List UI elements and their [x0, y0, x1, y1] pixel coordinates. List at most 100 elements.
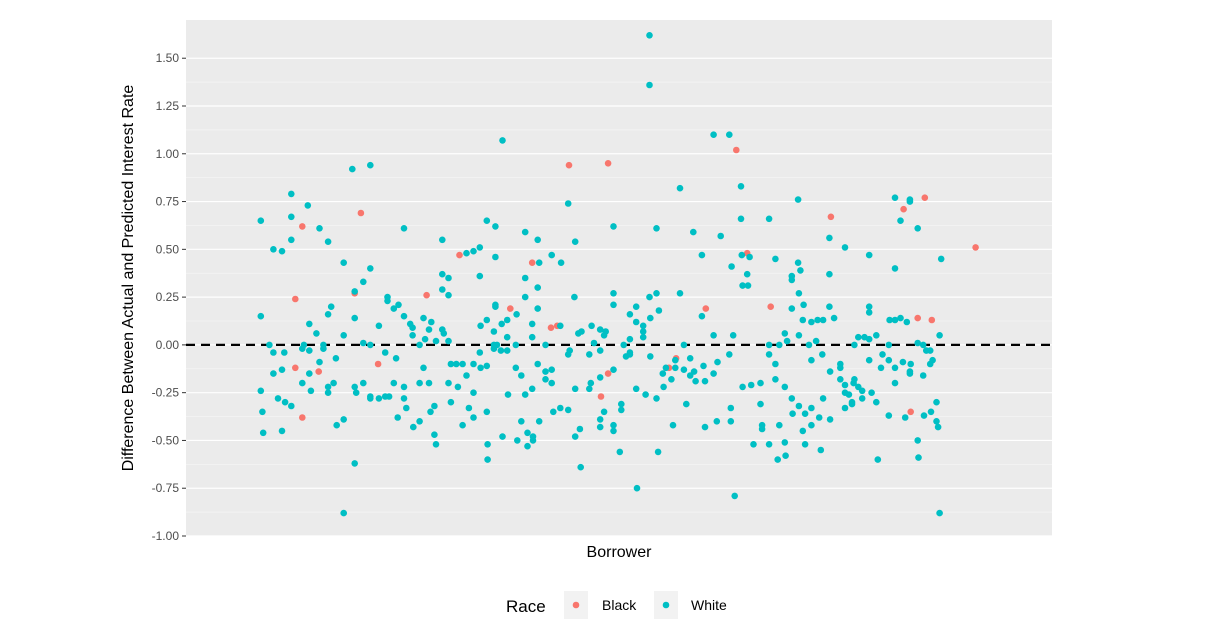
point-white: [571, 238, 579, 245]
point-white: [432, 337, 440, 345]
point-white: [646, 32, 653, 39]
point-white: [906, 198, 914, 205]
point-white: [454, 383, 462, 391]
point-white: [632, 318, 640, 326]
point-white: [899, 358, 907, 366]
point-white: [618, 400, 625, 408]
point-white: [518, 418, 525, 425]
y-axis-ticks: -1.00 -0.75 -0.50 -0.25 0.00 0.25 0.50 0.75 1.00…: [152, 51, 186, 543]
point-white: [300, 341, 308, 349]
point-white: [257, 217, 265, 224]
legend: Race Black White: [506, 591, 727, 619]
point-white: [795, 402, 803, 410]
point-white: [639, 328, 647, 335]
point-white: [367, 393, 374, 400]
point-white: [270, 246, 277, 253]
point-white: [858, 387, 866, 395]
point-white: [701, 423, 709, 431]
point-white: [772, 360, 779, 368]
point-black: [604, 370, 612, 377]
point-white: [936, 509, 943, 517]
point-white: [503, 333, 511, 341]
point-black: [565, 161, 573, 169]
point-white: [351, 460, 359, 467]
point-white: [891, 364, 899, 372]
point-white: [428, 318, 435, 326]
point-white: [865, 356, 873, 364]
point-white: [306, 347, 313, 354]
point-white: [855, 333, 862, 341]
point-white: [750, 441, 757, 448]
point-black: [907, 408, 914, 416]
point-white: [690, 368, 698, 375]
point-white: [654, 448, 662, 456]
point-white: [403, 404, 410, 412]
point-white: [416, 379, 423, 387]
point-white: [477, 322, 484, 330]
point-white: [278, 366, 286, 374]
point-white: [535, 418, 543, 425]
point-white: [885, 341, 893, 349]
point-white: [390, 379, 398, 387]
point-white: [817, 446, 825, 454]
point-white: [586, 385, 593, 393]
point-white: [826, 368, 834, 375]
point-black: [315, 368, 323, 375]
point-white: [794, 259, 802, 267]
point-white: [416, 341, 423, 349]
point-black: [292, 295, 299, 303]
point-white: [431, 431, 438, 439]
point-white: [885, 412, 893, 419]
point-white: [483, 362, 491, 370]
point-white: [590, 339, 598, 347]
point-white: [819, 395, 827, 402]
y-tick-label: -0.75: [152, 481, 180, 495]
point-white: [906, 370, 914, 377]
y-tick-label: -1.00: [152, 529, 180, 543]
point-white: [919, 372, 927, 379]
point-white: [642, 391, 649, 398]
point-white: [266, 341, 273, 349]
point-white: [571, 385, 579, 393]
point-white: [425, 379, 433, 387]
point-white: [610, 290, 617, 297]
point-black: [921, 194, 929, 201]
point-white: [726, 131, 733, 138]
point-white: [274, 395, 282, 402]
point-white: [447, 360, 455, 368]
point-white: [390, 305, 398, 312]
point-black: [423, 291, 430, 299]
point-white: [710, 131, 717, 138]
point-white: [757, 400, 764, 408]
point-white: [616, 448, 624, 456]
y-tick-label: -0.50: [152, 433, 180, 447]
point-white: [307, 387, 315, 395]
point-white: [737, 215, 745, 223]
point-black: [914, 314, 921, 322]
point-white: [729, 332, 737, 339]
point-white: [781, 383, 789, 391]
point-white: [459, 421, 466, 429]
point-white: [281, 349, 288, 356]
point-black: [357, 209, 365, 217]
point-white: [814, 316, 821, 324]
point-white: [299, 379, 306, 387]
y-axis-title: Difference Between Actual and Predicted …: [120, 85, 137, 472]
point-white: [746, 253, 753, 261]
point-white: [639, 333, 647, 341]
point-white: [743, 270, 751, 278]
point-white: [453, 360, 460, 368]
point-white: [518, 372, 525, 379]
point-white: [578, 328, 585, 335]
point-white: [929, 356, 936, 364]
point-white: [698, 251, 706, 259]
point-white: [503, 347, 511, 354]
point-white: [534, 360, 541, 368]
point-white: [799, 427, 807, 435]
point-white: [799, 316, 807, 324]
point-white: [800, 301, 807, 309]
point-white: [257, 312, 265, 320]
point-white: [324, 311, 332, 318]
